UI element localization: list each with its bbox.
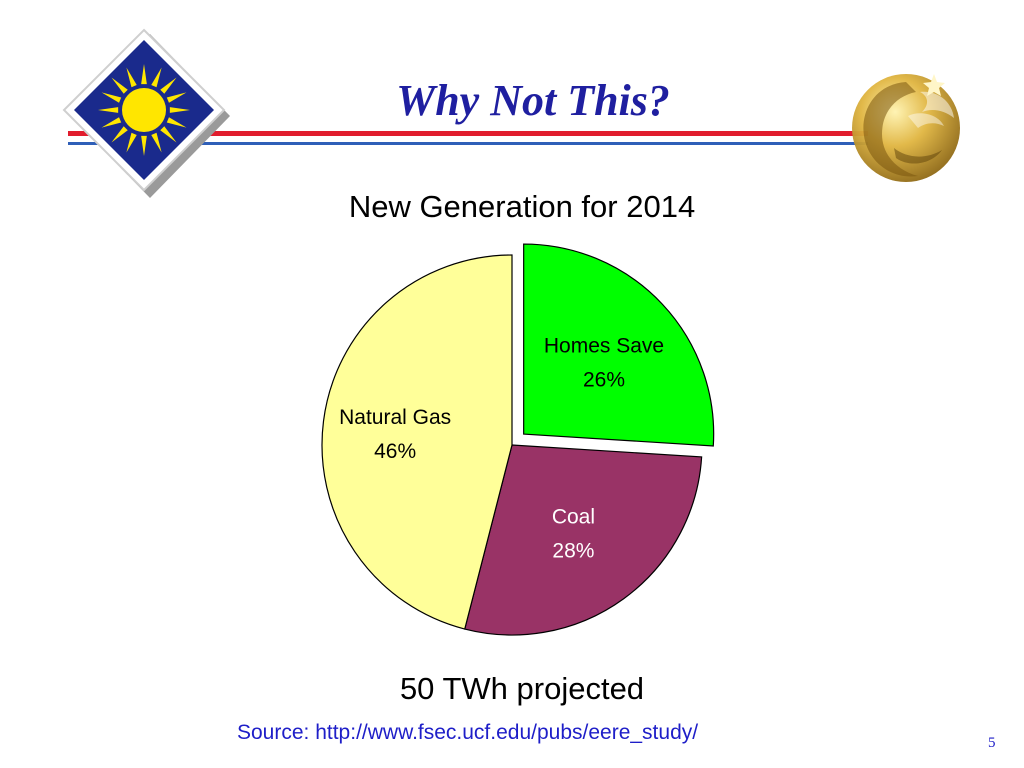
pegasus-logo-icon — [852, 74, 960, 182]
source-citation: Source: http://www.fsec.ucf.edu/pubs/eer… — [237, 721, 699, 744]
total-note: 50 TWh projected — [400, 671, 644, 706]
pie-slice-coal — [464, 444, 703, 636]
slice-label-homes-save: Homes Save — [544, 335, 664, 358]
slice-value-homes-save: 26% — [583, 369, 625, 392]
fsec-sun-logo-icon — [62, 28, 230, 198]
slice-label-coal: Coal — [552, 506, 595, 529]
header-rule — [68, 131, 868, 149]
page-number: 5 — [988, 735, 996, 751]
header-rule-red — [68, 131, 868, 136]
chart-title: New Generation for 2014 — [349, 189, 695, 224]
slide-title: Why Not This? — [396, 76, 670, 125]
pie-slices — [321, 243, 715, 636]
pie-slice-natural-gas — [321, 254, 513, 630]
slice-label-natural-gas: Natural Gas — [339, 406, 451, 429]
header-rule-blue — [68, 142, 868, 145]
slice-value-natural-gas: 46% — [374, 440, 416, 463]
slice-value-coal: 28% — [552, 540, 594, 563]
pie-slice-homes-save — [523, 243, 715, 447]
pie-labels: Homes Save 26% Coal 28% Natural Gas 46% — [339, 335, 664, 563]
